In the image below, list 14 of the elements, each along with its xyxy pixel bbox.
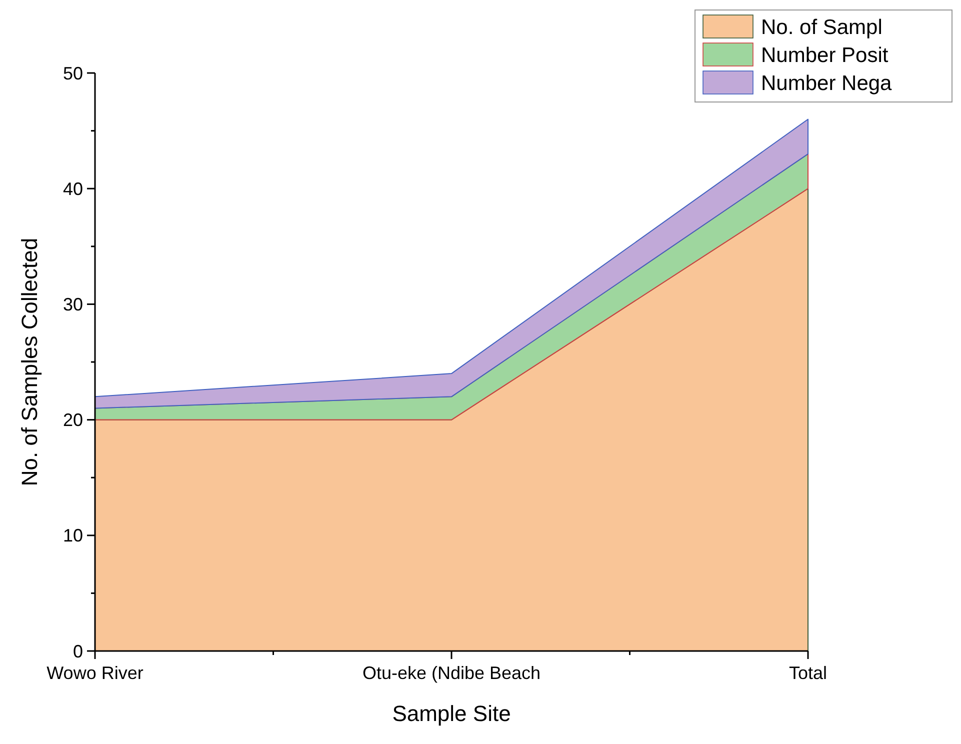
legend-label: Number Nega: [761, 72, 892, 95]
y-tick-label: 40: [62, 178, 83, 199]
y-tick-label: 50: [62, 63, 83, 84]
y-tick-label: 0: [72, 641, 83, 662]
x-tick-label: Wowo River: [46, 663, 144, 683]
x-tick-label: Total: [788, 663, 828, 683]
legend-label: No. of Sampl: [761, 16, 882, 39]
y-tick-label: 10: [62, 526, 83, 546]
y-axis-title: No. of Samples Collected: [17, 238, 42, 486]
y-tick-label: 20: [62, 410, 83, 430]
x-axis-title: Sample Site: [392, 701, 511, 726]
legend-label: Number Posit: [761, 44, 888, 67]
y-tick-label: 30: [62, 294, 83, 314]
x-tick-label: Otu-eke (Ndibe Beach: [362, 663, 541, 683]
